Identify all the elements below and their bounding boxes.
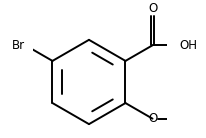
Text: O: O — [148, 2, 157, 15]
Text: Br: Br — [12, 39, 25, 52]
Text: OH: OH — [180, 39, 198, 52]
Text: O: O — [148, 112, 157, 125]
